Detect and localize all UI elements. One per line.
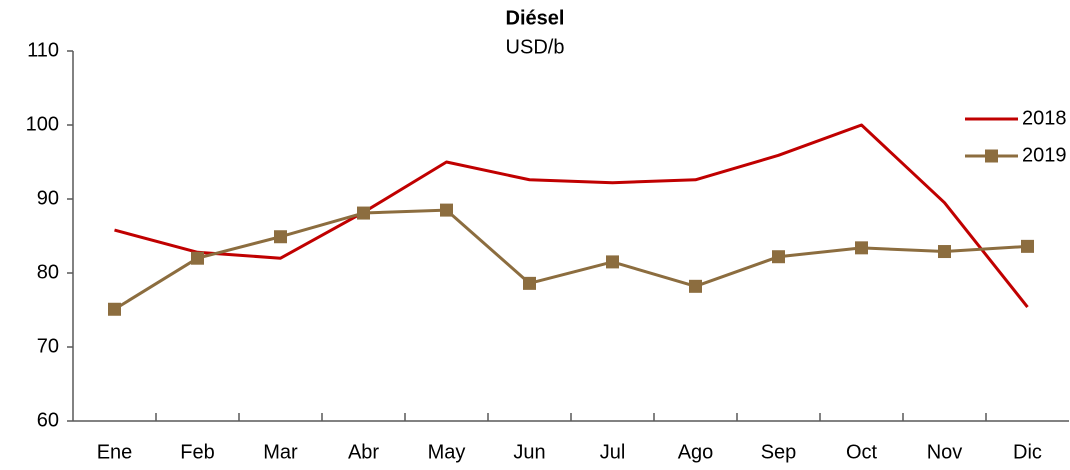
marker (1021, 239, 1034, 253)
x-tick-label: Mar (263, 441, 298, 463)
y-tick-label: 110 (27, 39, 59, 61)
x-tick-label: Jul (600, 441, 626, 463)
chart-title: Diésel (506, 7, 565, 29)
marker (357, 206, 370, 220)
marker (772, 250, 785, 264)
marker (191, 251, 204, 265)
x-tick-label: Dic (1013, 441, 1042, 463)
marker (108, 302, 121, 316)
marker (274, 230, 287, 244)
marker (440, 203, 453, 217)
x-tick-label: Oct (846, 441, 878, 463)
x-tick-label: Nov (927, 441, 963, 463)
legend-marker (985, 149, 998, 163)
y-tick-label: 80 (37, 261, 59, 283)
x-tick-label: Jun (513, 441, 545, 463)
y-tick-label: 70 (37, 335, 59, 357)
marker (606, 255, 619, 269)
y-tick-label: 60 (37, 409, 59, 431)
marker (855, 241, 868, 255)
line-series (113, 208, 1028, 311)
y-tick-label: 100 (26, 113, 59, 135)
line-series (114, 123, 1029, 308)
x-tick-label: May (428, 441, 466, 463)
x-tick-label: Ene (97, 441, 133, 463)
y-tick-label: 90 (37, 187, 59, 209)
x-tick-label: Ago (678, 441, 714, 463)
x-tick-label: Abr (348, 441, 379, 463)
marker (938, 245, 951, 259)
legend-label: 2019 (1022, 144, 1067, 166)
marker (689, 279, 702, 293)
marker (523, 276, 536, 290)
x-tick-label: Sep (761, 441, 797, 463)
chart-subtitle: USD/b (506, 36, 565, 58)
x-tick-label: Feb (180, 441, 214, 463)
legend-label: 2018 (1022, 107, 1067, 129)
